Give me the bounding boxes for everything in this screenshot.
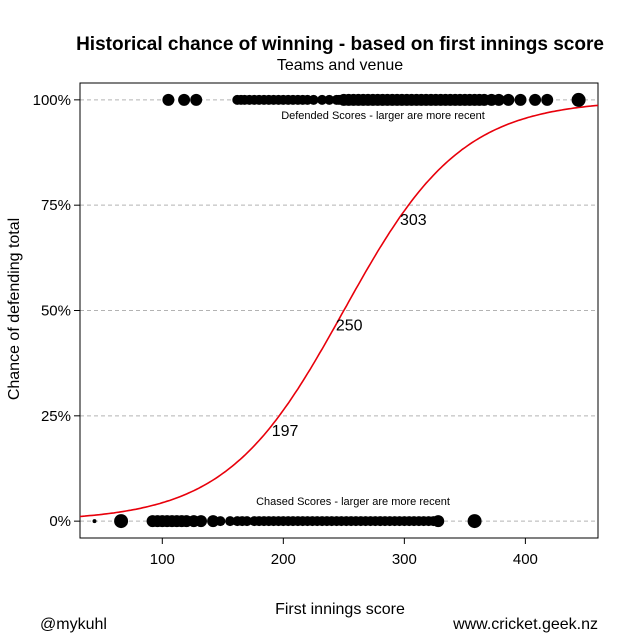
defended-point (324, 94, 335, 105)
chased-point (242, 516, 252, 527)
chased-point (225, 516, 236, 527)
defended-point (162, 93, 175, 106)
defended-point (317, 94, 328, 105)
defended-point (190, 93, 203, 106)
chased-point (215, 516, 226, 527)
axes: 0% 25% 50% 75% 100% 100 200 300 400 (33, 92, 538, 568)
curve-point-label: 303 (400, 212, 427, 229)
x-tick-label: 100 (150, 551, 175, 568)
defended-point (178, 93, 191, 106)
curve-point-label: 250 (336, 318, 363, 335)
curve-point-label: 197 (272, 423, 299, 440)
defended-annotation: Defended Scores - larger are more recent (281, 110, 485, 122)
defended-point (571, 92, 586, 107)
defended-point (514, 93, 527, 106)
chased-point (114, 514, 129, 529)
y-tick-label: 75% (41, 197, 71, 214)
grid-lines (80, 99, 598, 522)
defended-point (492, 93, 505, 106)
chased-point (92, 519, 97, 524)
data-points (92, 92, 586, 529)
y-tick-label: 50% (41, 303, 71, 320)
chart-title: Historical chance of winning - based on … (76, 34, 604, 55)
curve-line (79, 104, 599, 518)
chased-point (432, 515, 445, 528)
chased-point (467, 514, 482, 529)
x-tick-label: 400 (513, 551, 538, 568)
defended-point (502, 93, 515, 106)
author-credit: @mykuhl (40, 616, 107, 633)
curve-point-labels: 197 250 303 (272, 212, 427, 440)
defended-point (308, 94, 319, 105)
y-tick-label: 0% (49, 513, 71, 530)
chased-point (195, 515, 207, 528)
chased-annotation: Chased Scores - larger are more recent (256, 496, 450, 508)
defended-point (541, 93, 554, 106)
x-axis-title: First innings score (275, 601, 405, 618)
y-axis-title: Chance of defending total (6, 218, 23, 400)
website-credit: www.cricket.geek.nz (453, 616, 598, 633)
y-tick-label: 100% (33, 92, 71, 109)
chased-point (207, 515, 220, 528)
x-tick-label: 200 (271, 551, 296, 568)
defended-point (529, 93, 542, 106)
x-tick-label: 300 (392, 551, 417, 568)
y-tick-label: 25% (41, 408, 71, 425)
chart-subtitle: Teams and venue (277, 57, 403, 74)
logistic-curve (79, 104, 599, 518)
